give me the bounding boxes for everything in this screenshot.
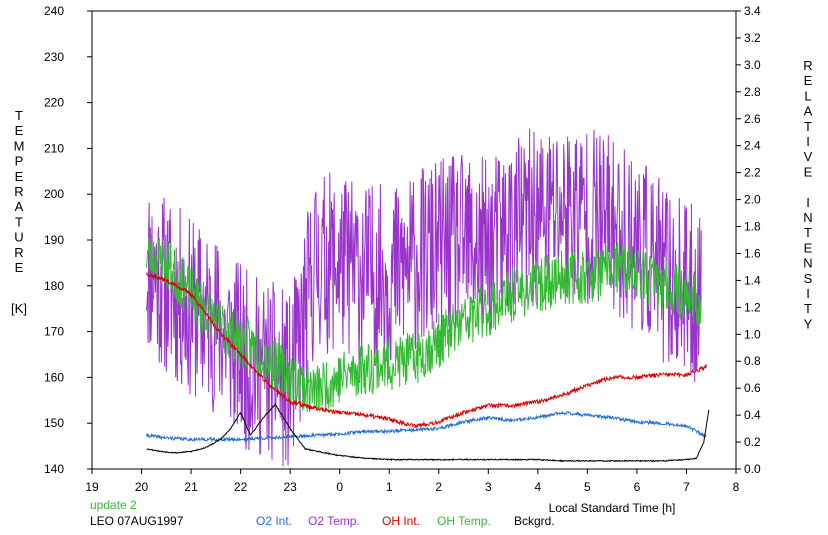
- y-left-tick-label: 180: [44, 279, 64, 293]
- legend-item: OH Temp.: [437, 514, 491, 528]
- y-right-label-letter: I: [806, 134, 810, 149]
- x-tick-label: 7: [683, 480, 690, 494]
- x-tick-label: 3: [485, 480, 492, 494]
- y-left-label-letter: A: [15, 199, 24, 214]
- legend-station: LEO 07AUG1997: [90, 514, 184, 528]
- y-left-label-letter: M: [14, 138, 25, 153]
- x-tick-label: 0: [336, 480, 343, 494]
- x-tick-label: 21: [184, 480, 198, 494]
- y-right-tick-label: 2.4: [744, 139, 761, 153]
- series-line-bckgrd: [146, 402, 710, 463]
- y-right-label-letter: Y: [804, 316, 813, 331]
- y-left-label-letter: R: [14, 245, 23, 260]
- legend-item: O2 Temp.: [308, 514, 360, 528]
- y-right-label-letter: R: [803, 58, 812, 73]
- y-right-label-letter: S: [804, 271, 813, 286]
- y-left-tick-label: 150: [44, 416, 64, 430]
- x-tick-label: 20: [135, 480, 149, 494]
- legend-item: O2 Int.: [256, 514, 292, 528]
- legend: O2 Int. O2 Temp. OH Int. OH Temp. Bckgrd.: [256, 514, 555, 528]
- plot-frame: [91, 10, 737, 470]
- y-left-tick-label: 190: [44, 233, 64, 247]
- x-axis-label: Local Standard Time [h]: [549, 501, 676, 515]
- y-left-tick-label: 160: [44, 370, 64, 384]
- y-right-label-letter: E: [804, 240, 813, 255]
- x-tick-label: 4: [535, 480, 542, 494]
- y-right-tick-label: 1.0: [744, 327, 761, 341]
- y-right-tick-label: 2.0: [744, 193, 761, 207]
- y-right-tick-label: 3.4: [744, 4, 761, 18]
- y-right-tick-label: 0.0: [744, 462, 761, 476]
- series-line-oh-int: [146, 271, 707, 429]
- y-axis-left-unit: [K]: [11, 301, 27, 316]
- y-right-tick-label: 1.8: [744, 220, 761, 234]
- y-right-tick-label: 0.4: [744, 408, 761, 422]
- y-right-label-letter: T: [804, 225, 812, 240]
- y-right-tick-label: 2.6: [744, 112, 761, 126]
- y-right-label-letter: A: [804, 104, 813, 119]
- y-right-tick-label: 3.2: [744, 31, 761, 45]
- x-axis: 19 20 21 22 23 0 1 2 3 4 5 6 7 8: [85, 469, 740, 494]
- y-right-label-letter: I: [806, 195, 810, 210]
- y-right-label-letter: E: [804, 164, 813, 179]
- y-left-label-letter: T: [15, 108, 23, 123]
- legend-item: Bckgrd.: [514, 514, 555, 528]
- y-right-tick-label: 2.2: [744, 166, 761, 180]
- y-axis-right: 0.0 0.2 0.4 0.6 0.8 1.0 1.2 1.4 1.6 1.8 2.0 2.2 2.4 2…: [736, 4, 761, 476]
- y-right-tick-label: 1.6: [744, 246, 761, 260]
- series-line-o2-temp: [146, 128, 702, 467]
- x-tick-label: 22: [234, 480, 248, 494]
- y-right-label-letter: E: [804, 73, 813, 88]
- y-left-label-letter: T: [15, 214, 23, 229]
- y-right-label-letter: T: [804, 119, 812, 134]
- y-left-label-letter: U: [14, 230, 23, 245]
- y-right-tick-label: 0.8: [744, 354, 761, 368]
- x-tick-label: 2: [435, 480, 442, 494]
- x-tick-label: 6: [634, 480, 641, 494]
- y-left-label-letter: E: [15, 169, 24, 184]
- y-left-tick-label: 220: [44, 96, 64, 110]
- y-right-tick-label: 1.4: [744, 273, 761, 287]
- y-left-tick-label: 200: [44, 187, 64, 201]
- y-left-label-letter: R: [14, 184, 23, 199]
- y-right-label-letter: T: [804, 301, 812, 316]
- y-axis-left: 140 150 160 170 180 190 200 210 220 230 240: [44, 4, 92, 476]
- y-left-label-letter: E: [15, 260, 24, 275]
- y-right-label-letter: N: [803, 210, 812, 225]
- series-line-o2-int: [146, 410, 707, 443]
- y-right-tick-label: 3.0: [744, 58, 761, 72]
- y-left-tick-label: 240: [44, 4, 64, 18]
- series-line-oh-temp: [146, 233, 702, 413]
- x-tick-label: 19: [85, 480, 99, 494]
- x-tick-label: 8: [733, 480, 740, 494]
- y-left-tick-label: 210: [44, 141, 64, 155]
- y-right-tick-label: 0.2: [744, 435, 761, 449]
- y-left-label-letter: P: [15, 154, 24, 169]
- legend-item: OH Int.: [382, 514, 420, 528]
- x-tick-label: 1: [386, 480, 393, 494]
- y-right-label-letter: V: [804, 149, 813, 164]
- y-left-tick-label: 230: [44, 50, 64, 64]
- y-right-label-letter: N: [803, 256, 812, 271]
- y-right-label-letter: L: [804, 88, 811, 103]
- y-left-tick-label: 140: [44, 462, 64, 476]
- x-tick-label: 23: [283, 480, 297, 494]
- y-right-tick-label: 0.6: [744, 381, 761, 395]
- y-left-label-letter: E: [15, 123, 24, 138]
- y-left-tick-label: 170: [44, 325, 64, 339]
- y-right-label-letter: I: [806, 286, 810, 301]
- y-right-tick-label: 1.2: [744, 300, 761, 314]
- series-layer: [146, 128, 710, 467]
- legend-status: update 2: [90, 498, 137, 512]
- x-tick-label: 5: [584, 480, 591, 494]
- y-right-tick-label: 2.8: [744, 85, 761, 99]
